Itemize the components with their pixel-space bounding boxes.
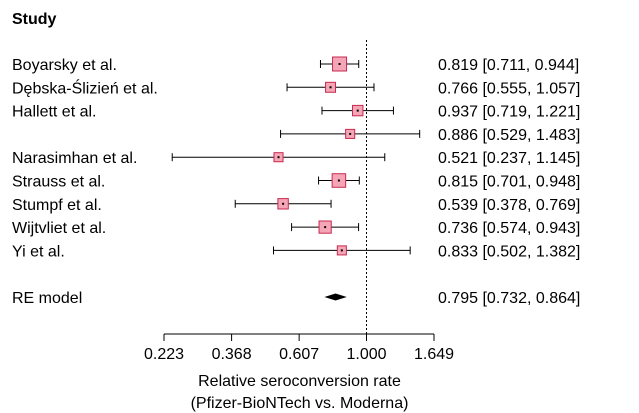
study-label: Boyarsky et al.	[12, 57, 117, 74]
point-estimate-center	[356, 109, 359, 112]
ci-value-text: 0.539 [0.378, 0.769]	[438, 197, 580, 214]
ci-value-text: 0.766 [0.555, 1.057]	[438, 80, 580, 97]
summary-label: RE model	[12, 290, 82, 307]
ci-value-text: 0.815 [0.701, 0.948]	[438, 174, 580, 191]
study-label: Wijtvliet et al.	[12, 220, 106, 237]
point-estimate-center	[349, 132, 352, 135]
ci-value-text: 0.937 [0.719, 1.221]	[438, 104, 580, 121]
ci-value-text: 0.521 [0.237, 1.145]	[438, 150, 580, 167]
x-axis-subtitle: (Pfizer-BioNTech vs. Moderna)	[191, 395, 409, 412]
x-tick-label: 1.000	[346, 346, 386, 363]
point-estimate-center	[277, 156, 280, 159]
ci-value-text: 0.736 [0.574, 0.943]	[438, 220, 580, 237]
study-label: Yi et al.	[12, 243, 65, 260]
study-label: Stumpf et al.	[12, 197, 102, 214]
study-label: Strauss et al.	[12, 174, 105, 191]
x-tick-label: 0.368	[212, 346, 252, 363]
point-estimate-center	[340, 249, 343, 252]
ci-value-text: 0.833 [0.502, 1.382]	[438, 243, 580, 260]
ci-value-text: 0.819 [0.711, 0.944]	[438, 57, 579, 74]
study-label: Narasimhan et al.	[12, 150, 137, 167]
x-axis-title: Relative seroconversion rate	[198, 373, 401, 390]
point-estimate-center	[329, 86, 332, 89]
x-tick-label: 1.649	[414, 346, 454, 363]
column-header-study: Study	[12, 11, 57, 28]
ci-value-text: 0.886 [0.529, 1.483]	[438, 127, 580, 144]
study-label: Hallett et al.	[12, 104, 96, 121]
summary-diamond	[324, 293, 347, 301]
summary-ci-text: 0.795 [0.732, 0.864]	[438, 290, 580, 307]
point-estimate-center	[337, 179, 340, 182]
point-estimate-center	[324, 226, 327, 229]
x-tick-label: 0.223	[144, 346, 184, 363]
x-tick-label: 0.607	[279, 346, 319, 363]
point-estimate-center	[338, 63, 341, 65]
study-label: Dębska-Ślizień et al.	[12, 78, 158, 97]
point-estimate-center	[282, 202, 285, 205]
